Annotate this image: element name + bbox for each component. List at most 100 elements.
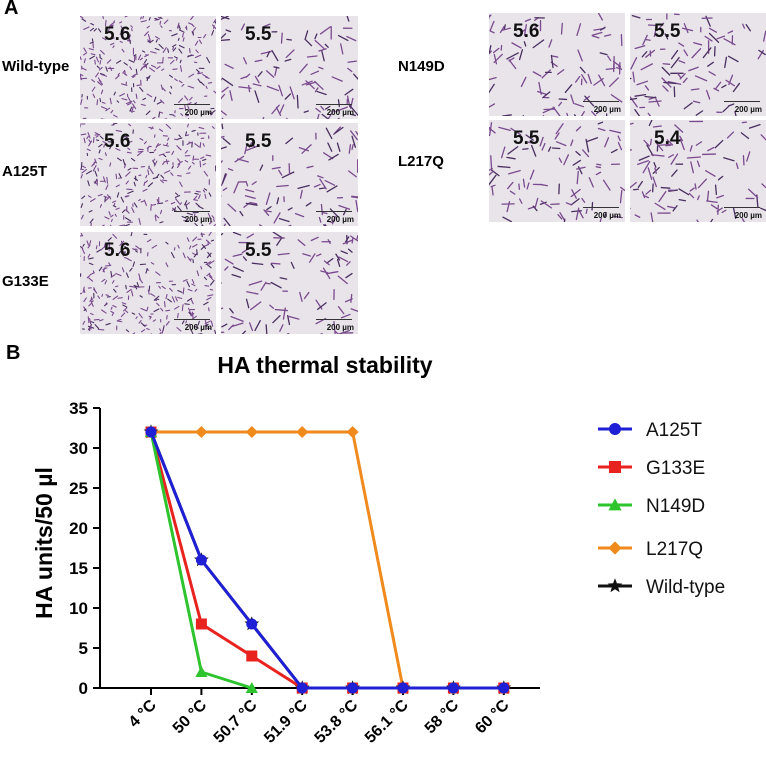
micrograph-n149d-right: 5.5 200 µm [630,13,766,116]
micrograph-n149d-left: 5.6 200 µm [489,13,625,116]
data-point [195,554,207,566]
data-point [498,682,510,694]
x-tick-label: 60 °C [472,696,513,737]
scale-bar-label: 200 µm [326,108,354,117]
ph-value: 5.6 [513,21,540,42]
series-a125t [145,426,510,694]
ph-value: 5.5 [654,21,681,42]
y-axis-label: HA units/50 µl [31,467,57,619]
micrograph-g133e-left: 5.6 200 µm [80,232,216,334]
scale-bar-label: 200 µm [184,108,212,117]
data-point [447,682,459,694]
scale-bar-line [724,101,760,102]
x-tick-label: 50 °C [170,696,211,737]
ph-value: 5.5 [513,128,540,149]
ph-value: 5.6 [104,24,131,45]
micrograph-wild-type-right: 5.5 200 µm [221,16,358,119]
y-tick-label: 0 [79,679,88,698]
micrograph-g133e-right: 5.5 200 µm [221,232,358,334]
cell-texture [630,120,766,222]
scale-bar-line [583,207,619,208]
strain-label-n149d: N149D [398,58,445,75]
y-tick-label: 25 [69,479,88,498]
thermal-stability-chart: HA thermal stability HA units/50 µl 0 5 10… [31,352,725,747]
data-point [246,618,258,630]
y-tick-label: 10 [69,599,88,618]
legend-item-n149d: N149D [598,496,705,517]
legend-label: Wild-type [646,577,725,598]
scale-bar-line [316,104,352,105]
micrograph-l217q-left: 5.5 200 µm [489,120,625,222]
cell-texture [630,13,766,116]
scale-bar-label: 200 µm [184,215,212,224]
ph-value: 5.6 [104,240,131,261]
strain-label-a125t: A125T [2,163,48,180]
ph-value: 5.5 [245,240,272,261]
data-point [296,425,309,439]
data-point [195,665,208,677]
scale-bar-label: 200 µm [593,105,621,114]
scale-bar-line [174,104,210,105]
scale-bar-line [724,207,760,208]
panel-a-label: A [4,0,19,19]
legend-item-g133e: G133E [598,458,705,479]
y-tick-label: 30 [69,439,88,458]
cell-texture [221,123,358,226]
strain-label-l217q: L217Q [398,153,444,170]
data-point [245,681,258,693]
legend-marker [608,498,622,511]
data-point [195,618,207,630]
scale-bar-line [583,101,619,102]
ph-value: 5.5 [245,131,272,152]
x-tick-label: 56.1 °C [362,696,412,746]
data-point [296,682,308,694]
scale-bar-line [174,211,210,212]
chart-title: HA thermal stability [217,352,432,378]
scale-bar-label: 200 µm [593,211,621,220]
strain-label-g133e: G133E [2,273,49,290]
data-point [347,682,359,694]
legend-marker [609,423,621,435]
scale-bar-label: 200 µm [326,215,354,224]
y-tick-label: 20 [69,519,88,538]
data-point [397,682,409,694]
data-point [346,425,359,439]
micrograph-a125t-left: 5.6 200 µm [80,123,216,226]
legend-marker [609,461,621,473]
cell-texture [489,121,625,222]
cell-texture [80,123,216,226]
legend-marker [608,541,622,555]
data-point [246,650,258,662]
legend-item-l217q: L217Q [598,539,703,560]
y-tick-label: 15 [69,559,88,578]
ph-value: 5.6 [104,131,131,152]
scale-bar-label: 200 µm [734,211,762,220]
ph-value: 5.5 [245,24,272,45]
x-tick-label: 51.9 °C [261,696,311,746]
data-point [145,426,157,438]
legend-item-a125t: A125T [598,420,702,441]
scale-bar-label: 200 µm [326,323,354,332]
micrograph-l217q-right: 5.4 200 µm [630,120,766,222]
legend-marker [607,578,623,593]
cell-texture [221,16,358,119]
legend-label: L217Q [646,539,703,560]
micrograph-wild-type-left: 5.6 200 µm [80,16,216,119]
y-tick-label: 35 [69,399,88,418]
x-tick-label: 50.7 °C [211,696,261,746]
series-line [149,431,504,690]
legend-item-wild-type: Wild-type [598,577,725,598]
panel-b-label: B [6,342,21,364]
scale-bar-line [316,211,352,212]
cell-texture [80,232,216,334]
x-tick-label: 53.8 °C [312,696,362,746]
strain-label-wild-type: Wild-type [2,58,70,75]
x-tick-label: 4 °C [126,696,160,730]
y-tick-label: 5 [79,639,88,658]
ph-value: 5.4 [654,128,681,149]
micrograph-a125t-right: 5.5 200 µm [221,123,358,226]
scale-bar-label: 200 µm [734,105,762,114]
cell-texture [221,232,358,334]
scale-bar-line [316,319,352,320]
cell-texture [80,16,216,119]
